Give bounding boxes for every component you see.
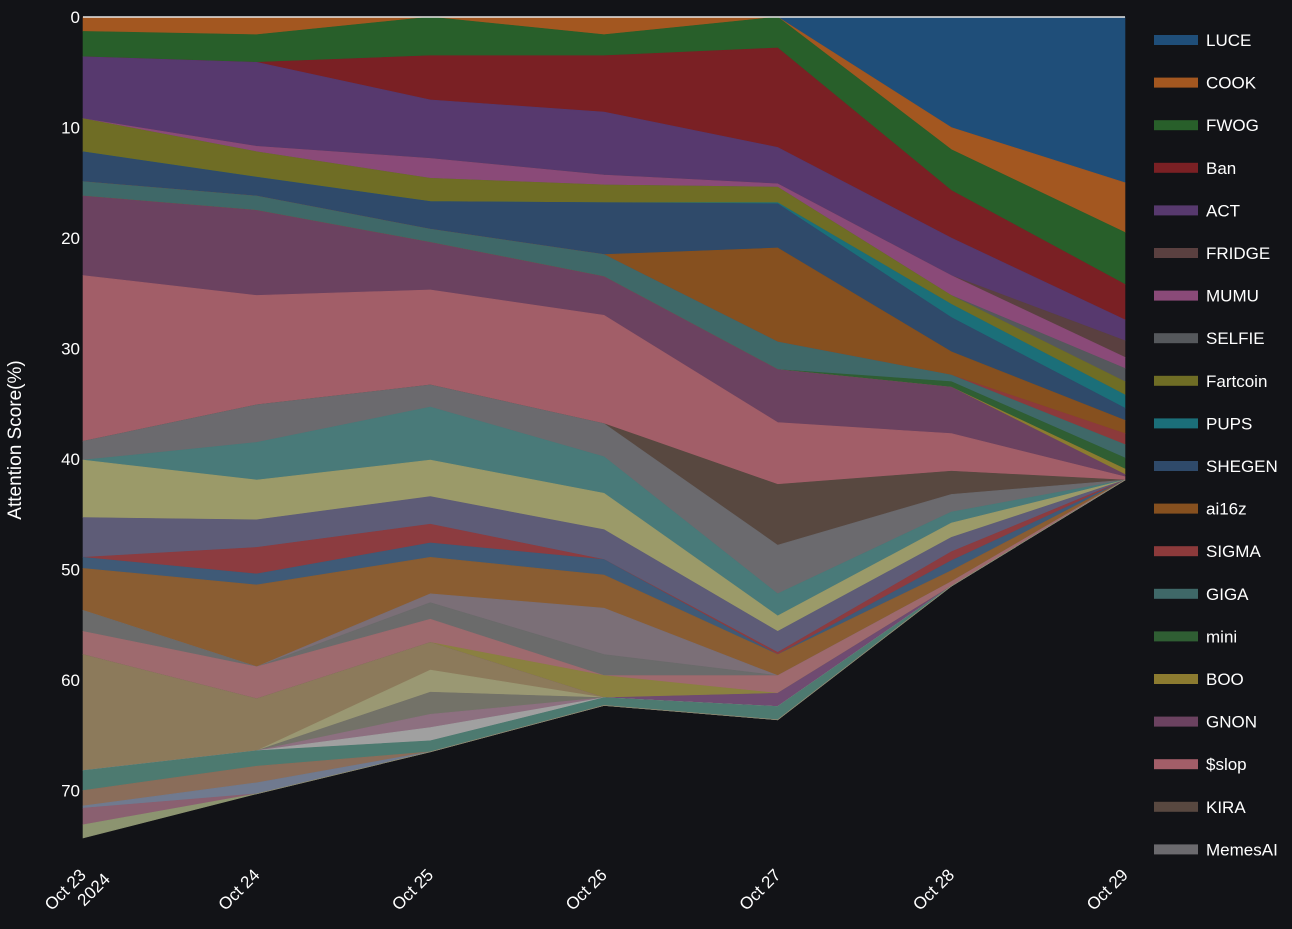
- legend-label[interactable]: COOK: [1206, 74, 1257, 93]
- y-axis: 0 10 20 30 40 50 60 70: [61, 8, 80, 801]
- legend-label[interactable]: ACT: [1206, 201, 1240, 220]
- y-tick-label: 10: [61, 119, 80, 138]
- legend-label[interactable]: KIRA: [1206, 798, 1246, 817]
- x-tick-label: Oct 26: [562, 865, 611, 914]
- legend-swatch: [1154, 461, 1198, 471]
- legend-swatch: [1154, 77, 1198, 88]
- legend-swatch: [1154, 759, 1198, 770]
- y-tick-label: 40: [61, 450, 80, 469]
- legend-swatch: [1154, 546, 1198, 557]
- legend-label[interactable]: GNON: [1206, 713, 1257, 732]
- legend-label[interactable]: mini: [1206, 627, 1237, 646]
- legend-label[interactable]: ai16z: [1206, 500, 1247, 519]
- legend-swatch: [1154, 716, 1198, 727]
- y-tick-label: 20: [61, 229, 80, 248]
- legend-swatch: [1154, 35, 1198, 45]
- y-tick-label: 70: [61, 782, 80, 801]
- legend-swatch: [1154, 418, 1198, 429]
- legend-swatch: [1154, 290, 1198, 301]
- legend-label[interactable]: BOO: [1206, 670, 1244, 689]
- y-tick-label: 50: [61, 561, 80, 580]
- legend-label[interactable]: $slop: [1206, 755, 1247, 774]
- legend-label[interactable]: SIGMA: [1206, 542, 1261, 561]
- legend-swatch: [1154, 631, 1198, 642]
- legend-label[interactable]: MUMU: [1206, 287, 1259, 306]
- legend-label[interactable]: GIGA: [1206, 585, 1249, 604]
- legend-swatch: [1154, 844, 1198, 855]
- y-tick-label: 0: [71, 8, 80, 27]
- x-tick-label: Oct 232024: [41, 855, 114, 928]
- legend-swatch: [1154, 375, 1198, 386]
- legend-swatch: [1154, 503, 1198, 514]
- legend-swatch: [1154, 205, 1198, 216]
- x-tick-label: Oct 27: [736, 865, 785, 914]
- x-tick-label: Oct 24: [215, 865, 264, 914]
- legend-label[interactable]: FRIDGE: [1206, 244, 1270, 263]
- legend-swatch: [1154, 588, 1198, 599]
- y-axis-title: Attention Score(%): [5, 360, 26, 519]
- legend-swatch: [1154, 333, 1198, 344]
- x-tick-label: Oct 28: [909, 865, 958, 914]
- legend-label[interactable]: MemesAI: [1206, 840, 1278, 859]
- y-tick-label: 30: [61, 340, 80, 359]
- legend-swatch: [1154, 248, 1198, 258]
- legend: LUCE COOK FWOG Ban ACT FRIDGE MUMU SELFIE Fartco…: [1154, 31, 1278, 859]
- legend-swatch: [1154, 674, 1198, 684]
- x-tick-label: Oct 25: [388, 865, 437, 914]
- legend-swatch: [1154, 801, 1198, 812]
- legend-swatch: [1154, 162, 1198, 173]
- legend-label[interactable]: Ban: [1206, 159, 1236, 178]
- legend-label[interactable]: SHEGEN: [1206, 457, 1278, 476]
- x-axis: Oct 232024 Oct 24 Oct 25 Oct 26 Oct 27 Oct 28…: [41, 855, 1132, 928]
- y-tick-label: 60: [61, 671, 80, 690]
- area-syn-21: [82, 479, 1126, 839]
- legend-label[interactable]: SELFIE: [1206, 329, 1265, 348]
- x-tick-label: Oct 29: [1083, 865, 1132, 914]
- legend-label[interactable]: Fartcoin: [1206, 372, 1267, 391]
- plot-areas: [82, 16, 1126, 839]
- legend-label[interactable]: FWOG: [1206, 116, 1259, 135]
- legend-swatch: [1154, 120, 1198, 131]
- legend-label[interactable]: PUPS: [1206, 414, 1252, 433]
- legend-label[interactable]: LUCE: [1206, 31, 1251, 50]
